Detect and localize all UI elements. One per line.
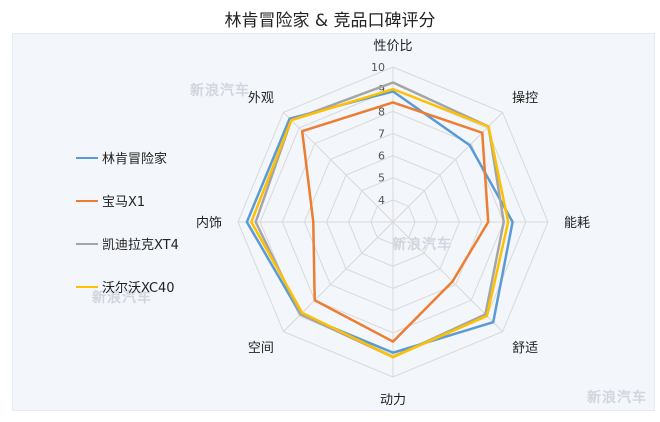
- legend-item: 沃尔沃XC40: [76, 277, 175, 296]
- legend-item: 凯迪拉克XT4: [76, 234, 179, 253]
- legend-label: 沃尔沃XC40: [102, 281, 175, 296]
- legend-item: 宝马X1: [76, 191, 145, 210]
- grid-spoke: [392, 112, 503, 223]
- tick-label: 5: [378, 172, 385, 185]
- tick-label: 4: [378, 194, 385, 207]
- tick-label: 9: [378, 83, 385, 96]
- axis-label: 动力: [380, 393, 406, 408]
- tick-label: 10: [371, 61, 385, 74]
- series-line: [250, 87, 510, 359]
- legend-swatch: [76, 285, 98, 288]
- watermark: 新浪汽车: [190, 83, 250, 99]
- axis-label: 外观: [248, 91, 274, 106]
- tick-label: 7: [378, 127, 385, 140]
- legend-item: 林肯冒险家: [76, 148, 167, 167]
- axis-label: 内饰: [196, 215, 222, 231]
- legend-swatch: [76, 199, 98, 202]
- legend-swatch: [76, 156, 98, 159]
- legend-swatch: [76, 242, 98, 245]
- watermark: 新浪汽车: [392, 237, 452, 253]
- legend-label: 宝马X1: [102, 195, 146, 210]
- series-line: [300, 101, 490, 343]
- axis-label: 舒适: [512, 341, 538, 356]
- chart-title: 林肯冒险家 & 竞品口碑评分: [224, 11, 436, 31]
- watermark: 新浪汽车: [587, 390, 647, 406]
- legend-label: 凯迪拉克XT4: [102, 238, 179, 253]
- series-line: [254, 81, 505, 359]
- axis-label: 操控: [512, 90, 538, 106]
- legend-label: 林肯冒险家: [102, 152, 168, 167]
- watermark: 新浪汽车: [92, 290, 152, 306]
- grid-spoke: [283, 112, 394, 223]
- axis-label: 空间: [248, 341, 274, 356]
- tick-label: 8: [378, 105, 385, 118]
- axis-label: 性价比: [373, 39, 412, 54]
- axis-label: 能耗: [564, 216, 590, 231]
- tick-label: 6: [378, 150, 385, 163]
